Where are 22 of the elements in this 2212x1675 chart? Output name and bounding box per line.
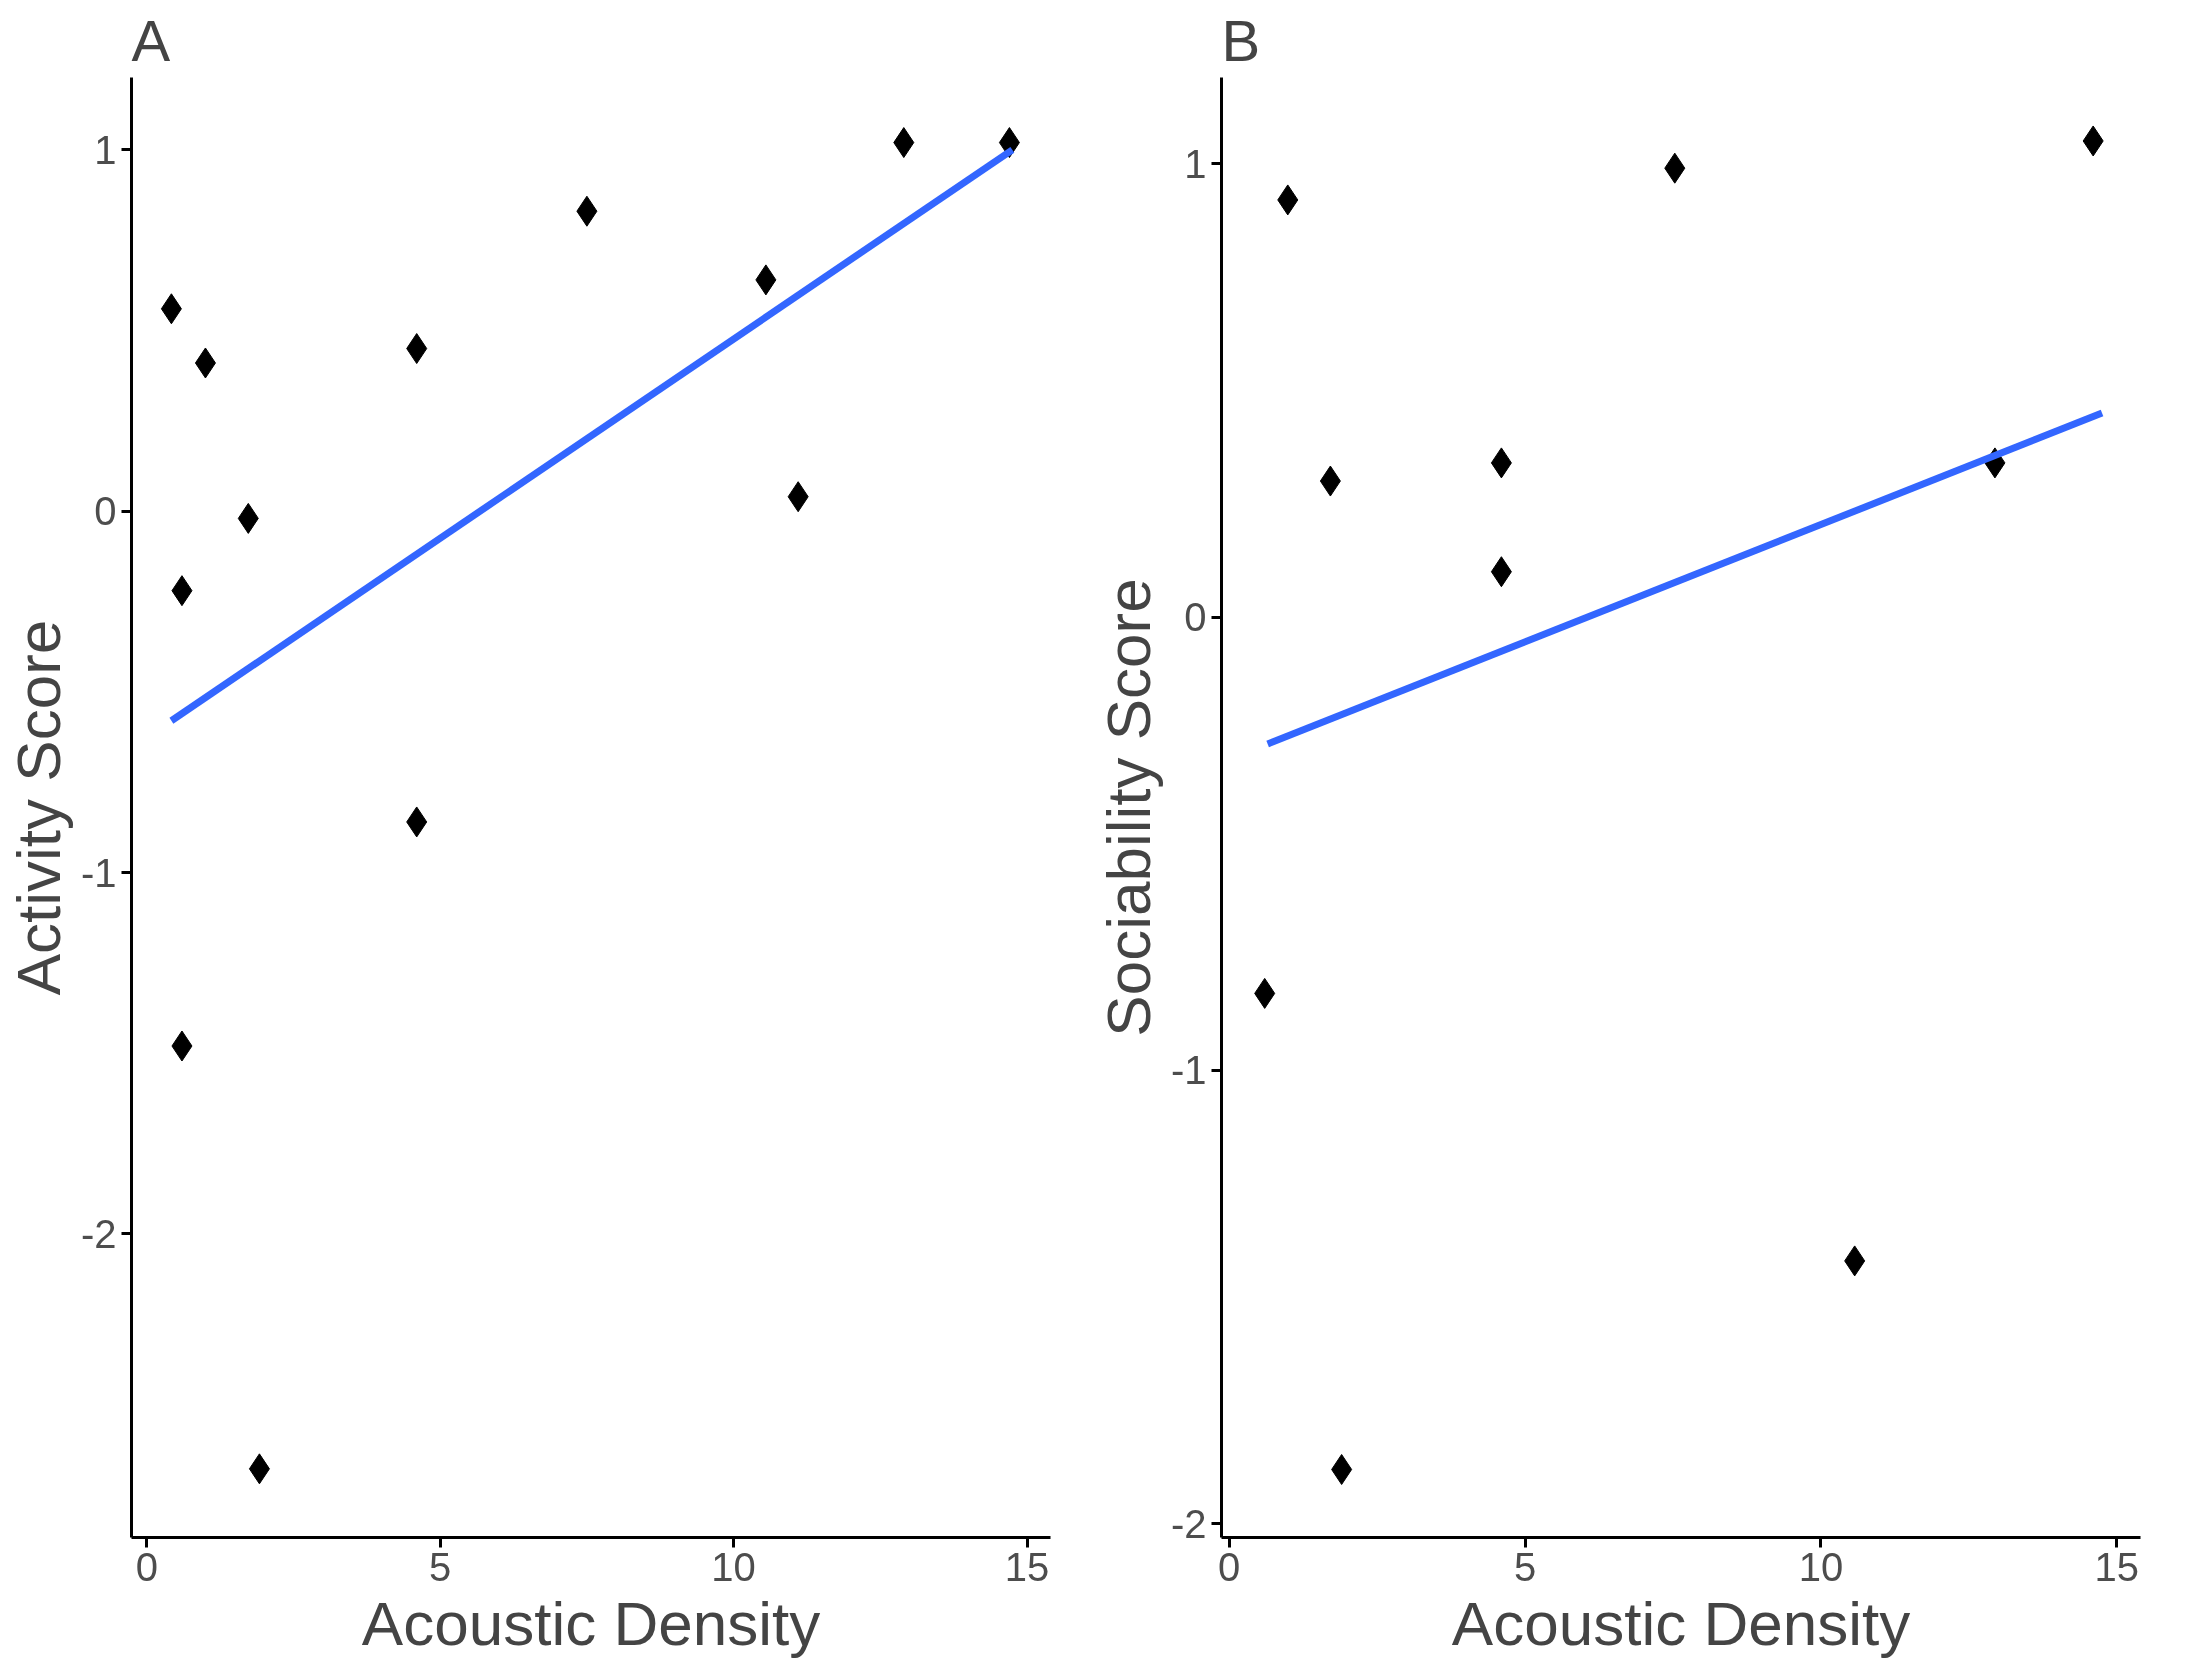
y-tick-label: 0 <box>1184 595 1207 640</box>
x-tick-label: 15 <box>1004 1544 1050 1589</box>
x-tick-label: 15 <box>2094 1544 2140 1589</box>
x-tick-label: 10 <box>1798 1544 1844 1589</box>
y-tick-label: -2 <box>80 1211 117 1256</box>
chart-title: B <box>1221 7 1261 73</box>
y-tick-label: -1 <box>80 850 117 895</box>
x-tick-label: 0 <box>135 1544 158 1589</box>
y-tick-label: -2 <box>1170 1501 1207 1546</box>
x-axis-title: Acoustic Density <box>1451 1588 1911 1658</box>
chart-title: A <box>131 7 171 73</box>
y-tick-label: -1 <box>1170 1048 1207 1093</box>
x-axis-title: Acoustic Density <box>361 1588 821 1658</box>
x-tick-label: 0 <box>1218 1544 1241 1589</box>
x-tick-label: 5 <box>429 1544 452 1589</box>
y-axis-title: Sociability Score <box>1093 578 1163 1037</box>
y-axis-title: Activity Score <box>3 619 73 996</box>
x-tick-label: 10 <box>711 1544 756 1589</box>
y-tick-label: 1 <box>1184 141 1207 186</box>
y-tick-label: 0 <box>94 489 117 534</box>
y-tick-label: 1 <box>94 127 117 172</box>
x-tick-label: 5 <box>1513 1544 1537 1589</box>
